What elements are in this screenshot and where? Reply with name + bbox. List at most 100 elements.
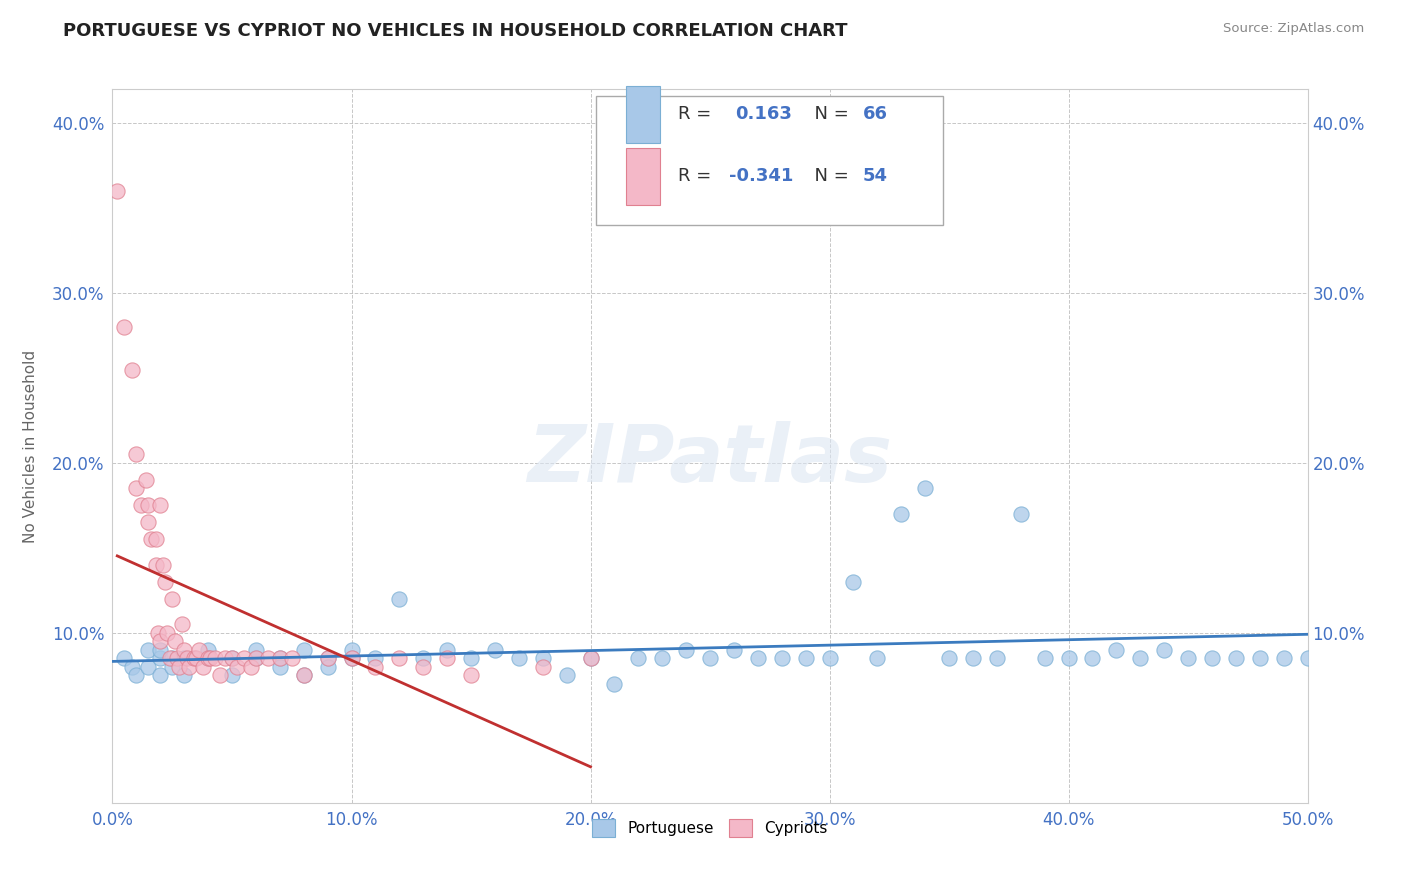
Point <box>1033 651 1056 665</box>
Point <box>121 362 143 376</box>
Point <box>842 574 865 589</box>
Point <box>1249 651 1271 665</box>
Text: -0.341: -0.341 <box>730 168 793 186</box>
FancyBboxPatch shape <box>627 86 659 143</box>
Point <box>173 668 195 682</box>
Point <box>269 651 291 665</box>
FancyBboxPatch shape <box>627 148 659 205</box>
Point <box>316 651 339 665</box>
Point <box>436 643 458 657</box>
Point <box>245 651 267 665</box>
Point <box>460 651 482 665</box>
Point <box>1272 651 1295 665</box>
Point <box>412 651 434 665</box>
Point <box>269 660 291 674</box>
Point <box>890 507 912 521</box>
Point <box>221 668 243 682</box>
Text: N =: N = <box>803 105 855 123</box>
Point <box>193 660 215 674</box>
Point <box>105 184 128 198</box>
Point <box>149 668 172 682</box>
Point <box>125 482 148 496</box>
Point <box>1081 651 1104 665</box>
Point <box>651 651 673 665</box>
Point <box>508 651 530 665</box>
Point <box>531 651 554 665</box>
Point <box>986 651 1008 665</box>
Point <box>627 651 650 665</box>
Point <box>187 643 209 657</box>
Point <box>156 626 179 640</box>
Point <box>166 651 188 665</box>
Point <box>204 651 226 665</box>
Point <box>292 668 315 682</box>
Point <box>183 651 205 665</box>
Point <box>723 643 745 657</box>
Point <box>176 651 198 665</box>
Legend: Portuguese, Cypriots: Portuguese, Cypriots <box>585 811 835 845</box>
Point <box>1105 643 1128 657</box>
Point <box>388 591 411 606</box>
Point <box>1153 643 1175 657</box>
Point <box>962 651 984 665</box>
Point <box>145 558 167 572</box>
Text: R =: R = <box>678 168 717 186</box>
Point <box>818 651 841 665</box>
Point <box>240 660 263 674</box>
Point <box>257 651 280 665</box>
Text: 54: 54 <box>863 168 889 186</box>
Point <box>135 473 157 487</box>
Point <box>316 651 339 665</box>
Point <box>794 651 817 665</box>
Point <box>209 668 232 682</box>
Point <box>245 643 267 657</box>
Point <box>221 651 243 665</box>
Point <box>121 660 143 674</box>
Point <box>225 660 247 674</box>
Point <box>281 651 304 665</box>
Point <box>197 651 219 665</box>
Point <box>138 499 160 513</box>
Point <box>145 533 167 547</box>
Point <box>699 651 721 665</box>
Point <box>162 651 183 665</box>
Point <box>197 643 219 657</box>
Point <box>269 651 291 665</box>
Point <box>388 651 411 665</box>
Point <box>163 634 186 648</box>
Point <box>125 448 148 462</box>
Point <box>675 643 697 657</box>
Text: N =: N = <box>803 168 855 186</box>
Point <box>914 482 936 496</box>
Point <box>316 660 339 674</box>
Point <box>747 651 769 665</box>
Point <box>938 651 960 665</box>
Point <box>292 668 315 682</box>
Point <box>149 634 172 648</box>
FancyBboxPatch shape <box>596 96 943 225</box>
Text: ZIPatlas: ZIPatlas <box>527 421 893 500</box>
Point <box>138 660 160 674</box>
Point <box>152 558 174 572</box>
Point <box>1201 651 1223 665</box>
Point <box>555 668 578 682</box>
Point <box>1225 651 1247 665</box>
Point <box>149 651 172 665</box>
Point <box>460 668 482 682</box>
Point <box>169 660 191 674</box>
Text: 0.163: 0.163 <box>735 105 792 123</box>
Point <box>221 651 243 665</box>
Point <box>114 320 135 334</box>
Point <box>129 499 152 513</box>
Point <box>1177 651 1199 665</box>
Point <box>866 651 889 665</box>
Point <box>139 533 162 547</box>
Point <box>1129 651 1152 665</box>
Point <box>412 660 434 674</box>
Point <box>1057 651 1080 665</box>
Point <box>200 651 222 665</box>
Point <box>162 591 183 606</box>
Point <box>162 660 183 674</box>
Point <box>159 651 181 665</box>
Point <box>149 643 172 657</box>
